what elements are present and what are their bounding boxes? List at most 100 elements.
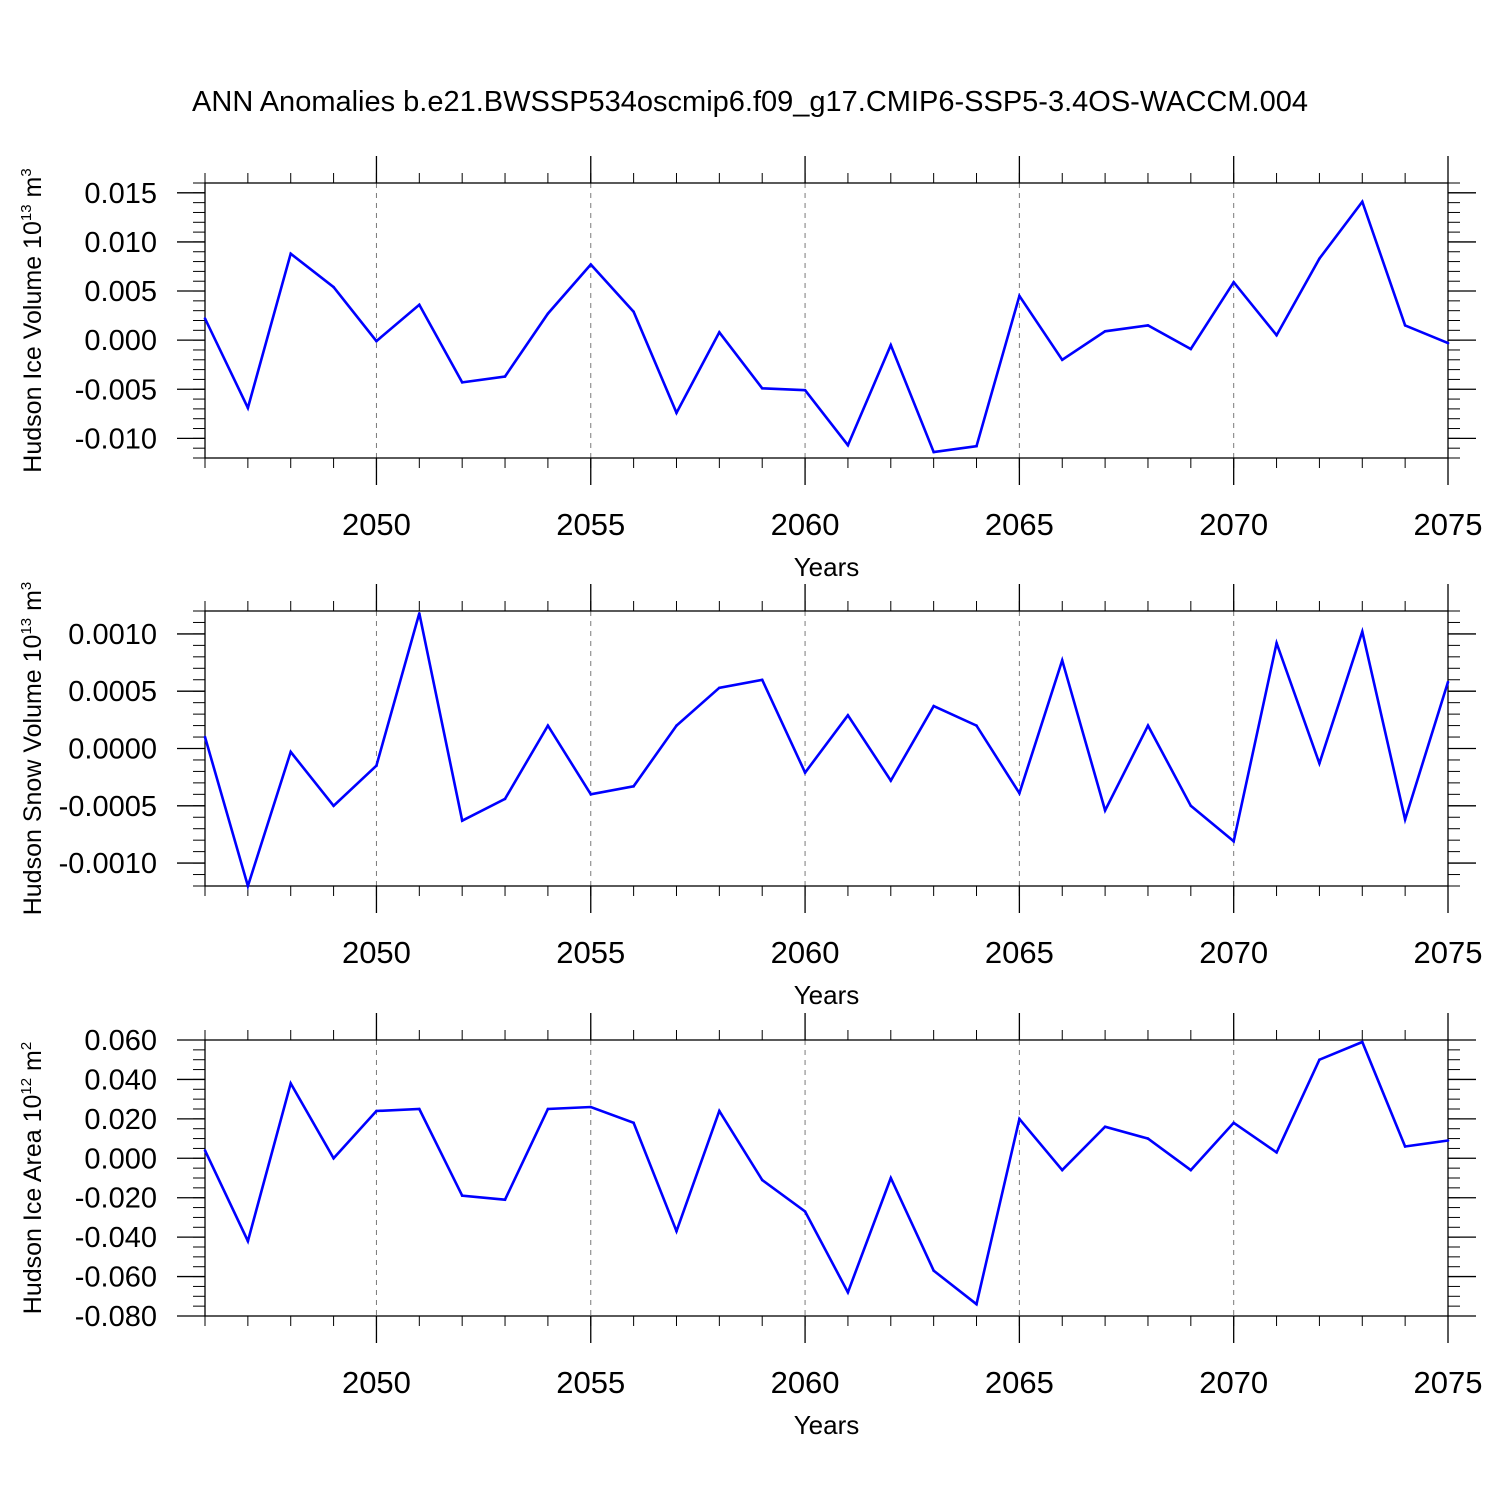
data-point — [803, 388, 807, 392]
data-point — [203, 317, 207, 320]
y-tick-label: 0.0000 — [68, 734, 157, 766]
data-point — [675, 1229, 678, 1233]
data-point — [675, 724, 678, 727]
y-axis-label: Hudson Snow Volume 1013 m3 — [18, 582, 47, 916]
data-point — [460, 381, 464, 384]
data-point — [1103, 330, 1107, 333]
data-point — [1275, 641, 1278, 645]
y-axis-label: Hudson Ice Area 1012 m2 — [18, 1042, 47, 1314]
data-point — [1360, 200, 1364, 203]
panel-3: 2050 2055 2060 2065 2070 2075 Years -0.080 -0.06… — [18, 1013, 1482, 1440]
data-point — [1232, 1121, 1235, 1125]
data-point — [803, 1210, 807, 1213]
x-tick-label: 2050 — [342, 1365, 411, 1400]
data-point — [1360, 630, 1364, 633]
x-tick-label: 2075 — [1414, 935, 1483, 970]
data-point — [932, 704, 935, 708]
data-point — [975, 1302, 978, 1306]
data-line — [203, 1040, 1449, 1307]
data-point — [546, 1107, 550, 1111]
data-point — [289, 750, 293, 754]
data-point — [1146, 324, 1150, 327]
data-line — [203, 198, 1449, 454]
data-point — [375, 1109, 378, 1113]
y-tick-label: -0.010 — [75, 423, 157, 455]
data-point — [975, 444, 978, 448]
x-tick-label: 2075 — [1414, 507, 1483, 542]
data-point — [889, 1176, 893, 1180]
data-point — [1189, 347, 1193, 351]
x-tick-label: 2055 — [556, 507, 625, 542]
data-point — [975, 724, 978, 727]
data-point — [1403, 818, 1407, 821]
data-point — [589, 263, 593, 266]
data-point — [589, 1105, 593, 1109]
data-point — [889, 343, 893, 347]
y-tick-label: -0.005 — [75, 374, 157, 406]
chart-title: ANN Anomalies b.e21.BWSSP534oscmip6.f09_… — [192, 86, 1308, 118]
panel-1: 2050 2055 2060 2065 2070 2075 Years -0.010 -0.00… — [18, 156, 1482, 582]
x-axis-label: Years — [794, 552, 860, 582]
y-tick-label: -0.040 — [75, 1222, 157, 1254]
data-point — [1318, 257, 1321, 260]
data-point — [418, 303, 421, 307]
data-point — [1318, 1058, 1321, 1062]
data-point — [503, 1198, 507, 1201]
data-point — [1275, 1151, 1278, 1154]
y-tick-label: 0.015 — [84, 178, 157, 210]
data-point — [932, 1269, 935, 1272]
y-axis-label: Hudson Ice Volume 1013 m3 — [18, 168, 47, 472]
data-point — [203, 735, 207, 739]
x-axis-label: Years — [794, 980, 860, 1010]
data-point — [246, 1239, 250, 1243]
x-tick-label: 2065 — [985, 935, 1054, 970]
data-point — [332, 1156, 335, 1160]
data-point — [418, 611, 421, 615]
y-tick-label: -0.020 — [75, 1183, 157, 1215]
data-point — [760, 386, 764, 390]
data-point — [718, 686, 721, 690]
data-point — [1060, 358, 1064, 362]
y-tick-label: 0.0010 — [68, 619, 157, 651]
data-point — [1446, 680, 1450, 684]
data-point — [503, 797, 507, 801]
data-point — [1360, 1040, 1364, 1044]
data-point — [375, 764, 378, 767]
data-point — [1232, 280, 1235, 284]
data-point — [589, 793, 593, 796]
data-point — [203, 1149, 207, 1152]
data-point — [1103, 1125, 1107, 1129]
data-point — [846, 1291, 850, 1294]
data-point — [289, 1082, 293, 1085]
data-point — [1189, 1168, 1193, 1172]
y-tick-label: 0.005 — [84, 276, 157, 308]
y-tick-label: 0.010 — [84, 227, 157, 259]
x-tick-label: 2060 — [771, 935, 840, 970]
data-point — [1060, 1168, 1064, 1172]
data-point — [246, 884, 250, 888]
x-tick-label: 2070 — [1199, 507, 1268, 542]
data-point — [1403, 324, 1407, 327]
x-tick-label: 2075 — [1414, 1365, 1483, 1400]
data-point — [632, 1121, 635, 1125]
data-point — [332, 285, 335, 289]
plot-frame — [204, 610, 1449, 887]
data-point — [803, 771, 807, 774]
x-tick-label: 2070 — [1199, 1365, 1268, 1400]
data-point — [546, 312, 550, 315]
data-point — [760, 678, 764, 682]
data-point — [1275, 333, 1278, 337]
x-tick-label: 2070 — [1199, 935, 1268, 970]
y-tick-label: 0.020 — [84, 1104, 157, 1136]
data-point — [460, 819, 464, 822]
data-point — [760, 1178, 764, 1182]
y-tick-label: 0.060 — [84, 1025, 157, 1057]
data-point — [1060, 658, 1064, 662]
y-tick-label: 0.0005 — [68, 676, 157, 708]
data-point — [1232, 840, 1235, 843]
x-tick-label: 2065 — [985, 1365, 1054, 1400]
data-point — [1146, 724, 1150, 727]
x-tick-label: 2050 — [342, 935, 411, 970]
x-tick-label: 2055 — [556, 935, 625, 970]
data-point — [460, 1194, 464, 1198]
